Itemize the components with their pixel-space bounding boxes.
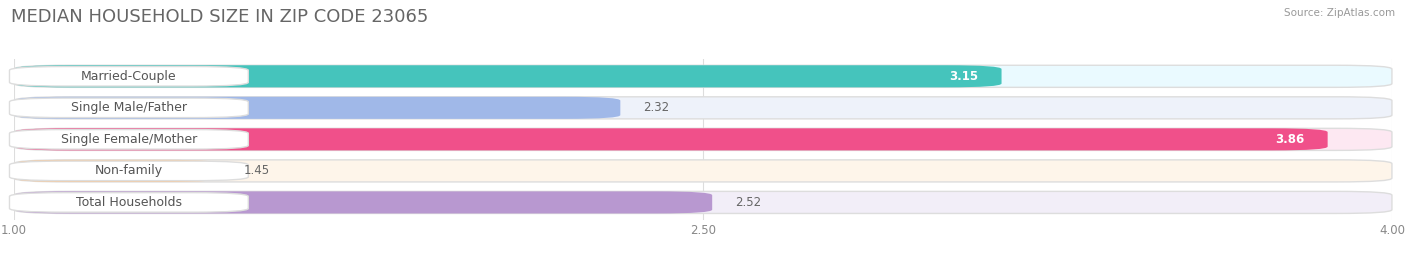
FancyBboxPatch shape: [10, 66, 249, 86]
FancyBboxPatch shape: [10, 130, 249, 149]
FancyBboxPatch shape: [14, 191, 713, 213]
Text: Married-Couple: Married-Couple: [82, 70, 177, 83]
Text: Source: ZipAtlas.com: Source: ZipAtlas.com: [1284, 8, 1395, 18]
FancyBboxPatch shape: [14, 128, 1327, 150]
FancyBboxPatch shape: [14, 191, 1392, 213]
FancyBboxPatch shape: [14, 160, 1392, 182]
Text: 3.86: 3.86: [1275, 133, 1305, 146]
FancyBboxPatch shape: [10, 193, 249, 212]
Text: MEDIAN HOUSEHOLD SIZE IN ZIP CODE 23065: MEDIAN HOUSEHOLD SIZE IN ZIP CODE 23065: [11, 8, 429, 26]
FancyBboxPatch shape: [14, 65, 1392, 87]
FancyBboxPatch shape: [14, 160, 221, 182]
Text: 2.32: 2.32: [644, 101, 669, 114]
Text: Non-family: Non-family: [94, 164, 163, 177]
FancyBboxPatch shape: [14, 128, 1392, 150]
FancyBboxPatch shape: [10, 161, 249, 181]
Text: Single Female/Mother: Single Female/Mother: [60, 133, 197, 146]
Text: Single Male/Father: Single Male/Father: [70, 101, 187, 114]
Text: 1.45: 1.45: [243, 164, 270, 177]
Text: 3.15: 3.15: [949, 70, 979, 83]
FancyBboxPatch shape: [14, 97, 620, 119]
FancyBboxPatch shape: [14, 97, 1392, 119]
FancyBboxPatch shape: [14, 65, 1001, 87]
Text: Total Households: Total Households: [76, 196, 181, 209]
FancyBboxPatch shape: [10, 98, 249, 118]
Text: 2.52: 2.52: [735, 196, 761, 209]
